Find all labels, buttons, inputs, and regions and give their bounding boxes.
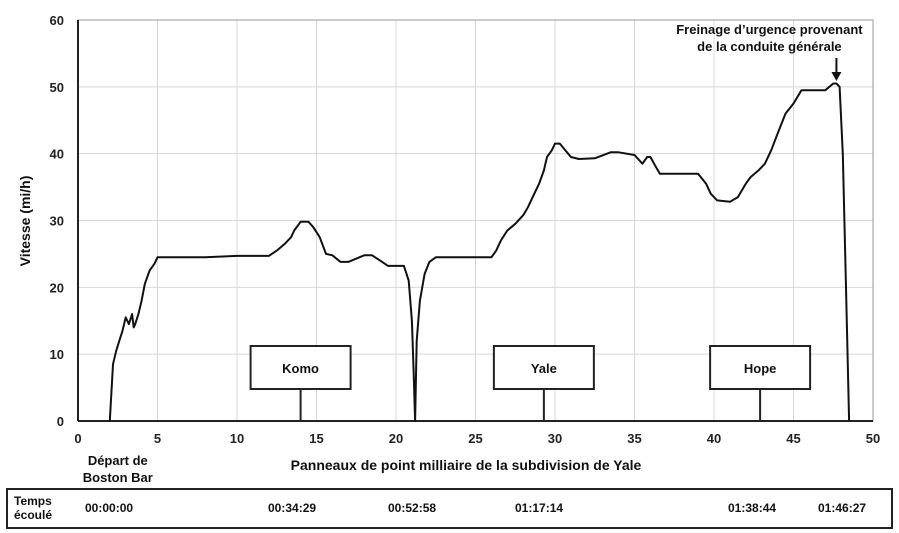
x-tick-label: 10 <box>230 431 244 446</box>
departure-label: Boston Bar <box>83 470 153 485</box>
departure-label: Départ de <box>88 453 148 468</box>
milepost-signs: Komo Yale Hope <box>249 345 812 421</box>
x-tick-label: 40 <box>707 431 721 446</box>
y-tick-label: 30 <box>50 214 64 229</box>
elapsed-value-1: 00:00:00 <box>85 501 134 515</box>
elapsed-value-3: 00:52:58 <box>388 501 437 515</box>
x-tick-label: 30 <box>548 431 562 446</box>
y-tick-label: 50 <box>50 80 64 95</box>
x-tick-label: 20 <box>389 431 403 446</box>
x-tick-label: 50 <box>866 431 880 446</box>
y-tick-label: 0 <box>57 414 64 429</box>
y-tick-label: 20 <box>50 280 64 295</box>
elapsed-label-line-2: écoulé <box>14 508 53 522</box>
elapsed-value-4: 01:17:14 <box>515 501 564 515</box>
x-tick-label: 15 <box>309 431 323 446</box>
speed-line <box>108 82 851 422</box>
x-tick-label: 35 <box>627 431 641 446</box>
y-tick-label: 60 <box>50 13 64 28</box>
speed-chart: Komo Yale Hope 0 5 10 15 20 25 30 35 40 45 50 0 10 20 30… <box>17 13 881 485</box>
y-tick-label: 10 <box>50 347 64 362</box>
y-axis-title: Vitesse (mi/h) <box>17 176 33 267</box>
sign-label: Yale <box>531 361 557 376</box>
emergency-arrow-head <box>831 72 842 81</box>
annotations: Freinage d’urgence provenant de la condui… <box>83 22 864 485</box>
emergency-brake-label: de la conduite générale <box>697 39 842 54</box>
x-tick-label: 0 <box>74 431 81 446</box>
milepost-sign: Komo <box>249 345 352 421</box>
sign-board <box>249 345 352 390</box>
elapsed-value-5: 01:38:44 <box>728 501 777 515</box>
elapsed-value-6: 01:46:27 <box>818 501 867 515</box>
y-tick-label: 40 <box>50 147 64 162</box>
plot-frame <box>77 19 874 422</box>
elapsed-value-2: 00:34:29 <box>268 501 317 515</box>
x-axis-title: Panneaux de point milliaire de la subdiv… <box>291 457 642 473</box>
elapsed-label-line-1: Temps <box>14 494 52 508</box>
sign-board <box>709 345 812 390</box>
elapsed-time-panel: Temps écoulé 00:00:00 00:34:29 00:52:58 … <box>6 488 893 529</box>
sign-board <box>492 345 595 390</box>
tick-labels: 0 5 10 15 20 25 30 35 40 45 50 0 10 20 30 40 50 60 <box>50 13 881 446</box>
x-tick-label: 25 <box>468 431 482 446</box>
milepost-sign: Hope <box>709 345 812 421</box>
speed-series <box>108 82 851 422</box>
sign-label: Hope <box>744 361 777 376</box>
x-tick-label: 5 <box>154 431 161 446</box>
elapsed-time-label: Temps écoulé <box>14 494 66 522</box>
x-tick-label: 45 <box>786 431 800 446</box>
sign-label: Komo <box>282 361 319 376</box>
emergency-brake-label: Freinage d’urgence provenant <box>676 22 863 37</box>
milepost-sign: Yale <box>492 345 595 421</box>
